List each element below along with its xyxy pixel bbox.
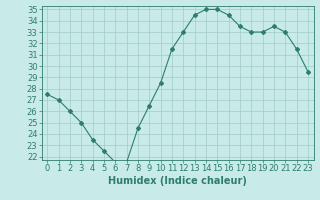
X-axis label: Humidex (Indice chaleur): Humidex (Indice chaleur) (108, 176, 247, 186)
